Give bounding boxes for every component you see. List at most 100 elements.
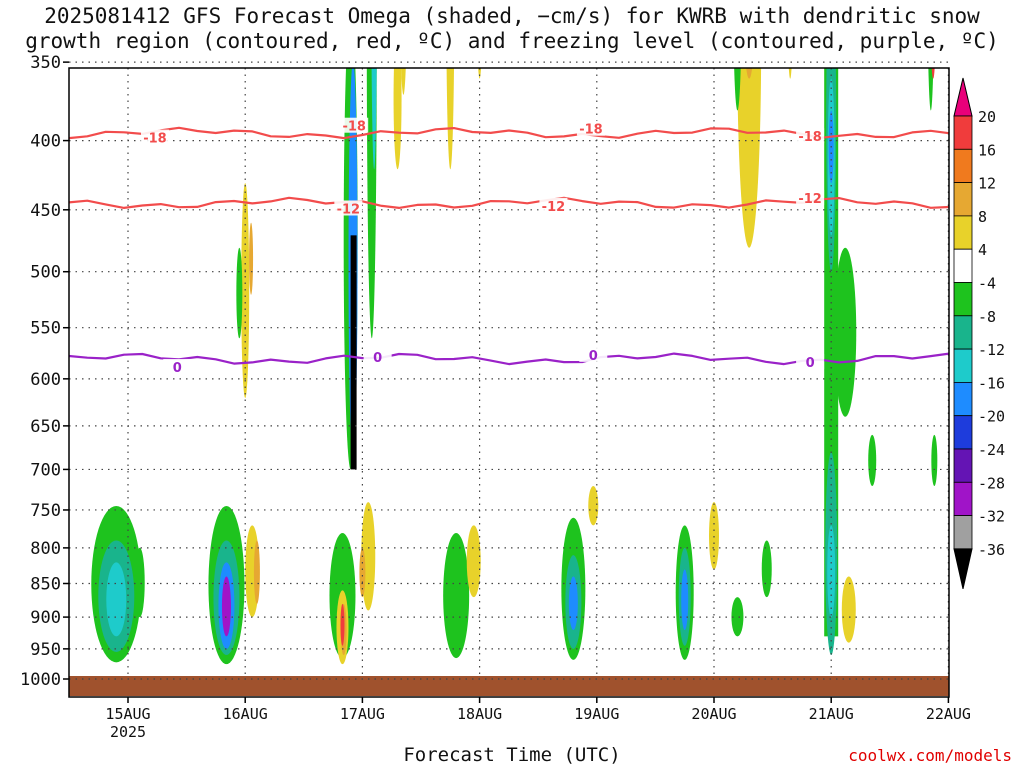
colorbar-label: 16: [978, 141, 996, 159]
colorbar-swatch: [953, 282, 973, 317]
contour-label-bg: [796, 128, 825, 144]
colorbar-label: -36: [978, 541, 1005, 559]
x-tick-label: 15AUG: [105, 705, 150, 723]
omega-streak: [931, 0, 936, 28]
contour-label-bg: [163, 358, 192, 374]
contour-label-bg: [579, 346, 608, 362]
ground-fill: [69, 676, 949, 696]
contour-label-bg: [340, 117, 369, 133]
contour-label: -18: [798, 130, 822, 145]
contour-label-bg: [796, 353, 825, 369]
x-year-label: 2025: [110, 723, 146, 741]
omega-streak: [734, 68, 741, 111]
omega-column: [834, 247, 857, 417]
colorbar-swatch: [953, 448, 973, 483]
colorbar-label: -8: [978, 308, 996, 326]
x-axis-title: Forecast Time (UTC): [403, 744, 621, 766]
colorbar-swatch: [953, 415, 973, 450]
colorbar-arrow-bottom: [953, 548, 973, 590]
omega-streak: [931, 68, 935, 79]
omega-cell: [134, 547, 145, 618]
omega-streak: [130, 0, 138, 28]
colorbar-swatch: [953, 481, 973, 516]
chart-title: 2025081412 GFS Forecast Omega (shaded, −…: [25, 4, 999, 53]
omega-cell: [340, 603, 345, 646]
colorbar-label: -4: [978, 275, 996, 293]
y-tick-label: 1000: [20, 670, 61, 690]
colorbar-label: -12: [978, 341, 1005, 359]
omega-cell: [568, 576, 578, 631]
contour-label: -18: [579, 123, 603, 138]
colorbar-label: 8: [978, 208, 987, 226]
omega-cell: [106, 562, 127, 637]
y-tick-label: 400: [30, 132, 61, 152]
omega-streak: [236, 247, 243, 339]
x-tick-label: 19AUG: [574, 705, 619, 723]
plot-frame: [68, 67, 950, 698]
contour-label-bg: [140, 129, 169, 145]
contour-labels: -18 -18 -18 -18 -12 -12 -12 0 0 0 0: [140, 117, 825, 376]
omega-streak: [331, 0, 339, 62]
omega-cell: [761, 540, 772, 598]
colorbar-label: 12: [978, 175, 996, 193]
y-tick-label: 750: [30, 501, 61, 521]
omega-streak: [928, 68, 934, 111]
colorbar-label: 20: [978, 108, 996, 126]
colorbar-swatch: [953, 315, 973, 350]
contour-label-bg: [363, 348, 392, 364]
omega-column: [350, 235, 357, 470]
omega-streak: [788, 68, 792, 79]
omega-streak: [746, 68, 753, 79]
colorbar-swatch: [953, 381, 973, 417]
contour-label: -12: [542, 200, 566, 215]
contour-label-bg: [796, 189, 825, 205]
omega-cell: [359, 547, 366, 598]
y-tick-label: 350: [30, 53, 61, 73]
x-tick-label: 22AUG: [926, 705, 971, 723]
omega-cell: [253, 540, 260, 604]
omega-cell: [681, 569, 689, 631]
omega-cell: [466, 525, 481, 598]
x-axis: 15AUG 16AUG 17AUG 18AUG 19AUG 20AUG 21AUG 22AUG…: [105, 697, 971, 741]
omega-streak: [651, 0, 659, 28]
credit-text: coolwx.com/models: [848, 746, 1012, 765]
contour-label: -18: [342, 120, 366, 135]
omega-cell: [731, 597, 744, 637]
omega-streak: [737, 68, 762, 248]
colorbar-label: -24: [978, 441, 1005, 459]
contour-label: 0: [806, 356, 815, 371]
colorbar-swatch: [953, 115, 973, 150]
y-tick-label: 600: [30, 370, 61, 390]
omega-streak: [931, 434, 938, 486]
omega-streak: [478, 68, 482, 79]
x-tick-label: 18AUG: [457, 705, 502, 723]
grid-lines: [69, 61, 950, 680]
contour-label: 0: [373, 351, 382, 366]
contour-label-bg: [539, 197, 568, 213]
y-tick-label: 500: [30, 263, 61, 283]
contour-label-bg: [334, 200, 363, 216]
colorbar-swatch: [953, 148, 973, 184]
x-tick-label: 20AUG: [691, 705, 736, 723]
y-tick-label: 450: [30, 201, 61, 221]
omega-cell: [221, 576, 231, 637]
y-tick-label: 650: [30, 417, 61, 437]
x-tick-label: 17AUG: [340, 705, 385, 723]
colorbar-arrow-top: [953, 77, 973, 117]
temperature-contours: [68, 126, 950, 366]
colorbar-label: -32: [978, 508, 1005, 526]
contour-label: 0: [589, 349, 598, 364]
omega-streak: [393, 68, 402, 170]
x-tick-label: 16AUG: [223, 705, 268, 723]
colorbar-label: 4: [978, 241, 987, 259]
colorbar-swatch: [953, 182, 973, 217]
omega-cell: [709, 502, 719, 570]
ground-band: [69, 676, 949, 696]
omega-cell: [443, 533, 470, 659]
omega-column: [841, 576, 856, 643]
colorbar-label: -16: [978, 374, 1005, 392]
omega-column: [371, 68, 377, 170]
contour-label-bg: [576, 120, 605, 136]
contour-label: -18: [143, 132, 167, 147]
colorbar-swatch: [953, 248, 973, 283]
